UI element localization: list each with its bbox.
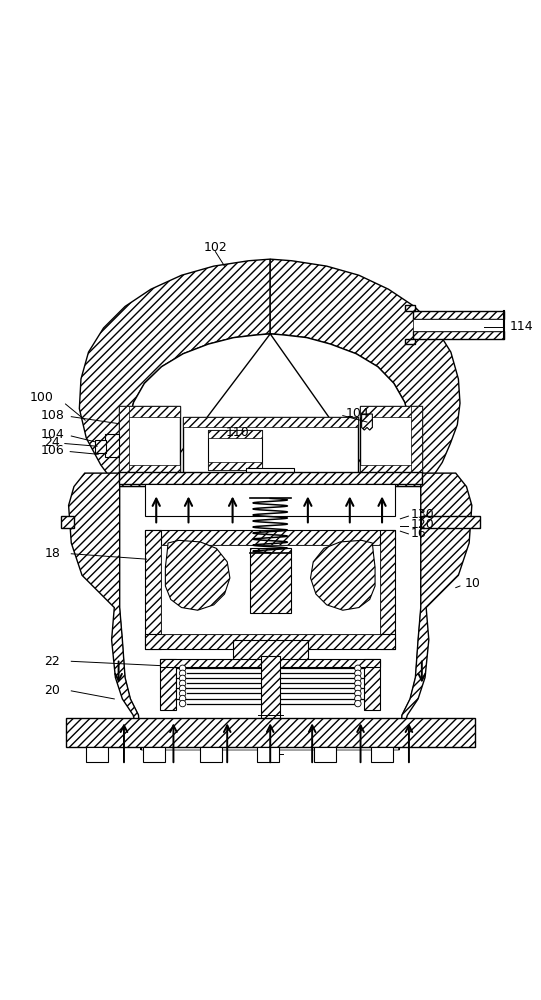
- Polygon shape: [399, 473, 472, 750]
- Bar: [61, 516, 74, 528]
- Polygon shape: [361, 414, 372, 430]
- Polygon shape: [118, 406, 129, 476]
- Text: 110: 110: [226, 426, 250, 439]
- Bar: [146, 484, 395, 516]
- Text: 130: 130: [411, 508, 435, 521]
- Polygon shape: [66, 718, 474, 747]
- Polygon shape: [160, 659, 176, 710]
- Polygon shape: [405, 339, 415, 344]
- Polygon shape: [413, 311, 504, 319]
- Text: 10: 10: [465, 577, 481, 590]
- Text: 108: 108: [41, 409, 64, 422]
- Polygon shape: [146, 530, 395, 545]
- Text: 22: 22: [44, 655, 61, 668]
- Circle shape: [355, 665, 361, 672]
- Circle shape: [355, 695, 361, 702]
- Polygon shape: [146, 634, 395, 649]
- Bar: [421, 516, 480, 528]
- Polygon shape: [183, 417, 358, 427]
- Bar: [360, 406, 422, 476]
- Circle shape: [180, 695, 186, 702]
- Bar: [208, 430, 262, 470]
- Polygon shape: [270, 259, 460, 487]
- Circle shape: [355, 700, 361, 707]
- Polygon shape: [411, 406, 422, 476]
- Polygon shape: [311, 540, 375, 610]
- Bar: [161, 545, 380, 634]
- Text: 100: 100: [30, 391, 54, 404]
- Text: 104: 104: [346, 407, 370, 420]
- Circle shape: [180, 700, 186, 707]
- Bar: [371, 747, 393, 762]
- Circle shape: [355, 675, 361, 682]
- Text: 120: 120: [411, 518, 435, 531]
- Bar: [118, 406, 181, 476]
- Polygon shape: [208, 430, 262, 438]
- Circle shape: [180, 670, 186, 677]
- Polygon shape: [160, 659, 380, 667]
- Polygon shape: [118, 406, 181, 417]
- Polygon shape: [80, 259, 270, 487]
- Polygon shape: [120, 473, 421, 750]
- Polygon shape: [380, 530, 395, 649]
- Circle shape: [180, 675, 186, 682]
- Circle shape: [355, 680, 361, 687]
- Text: 24: 24: [44, 436, 61, 449]
- Polygon shape: [413, 331, 504, 339]
- Bar: [200, 747, 222, 762]
- Bar: [183, 417, 358, 500]
- Text: 114: 114: [510, 320, 533, 333]
- Polygon shape: [360, 465, 422, 476]
- Polygon shape: [364, 659, 380, 710]
- Circle shape: [355, 690, 361, 697]
- Polygon shape: [129, 334, 410, 487]
- Bar: [261, 656, 280, 747]
- Text: 104: 104: [41, 428, 64, 441]
- Circle shape: [180, 680, 186, 687]
- Polygon shape: [183, 488, 358, 500]
- Polygon shape: [146, 530, 161, 649]
- Text: 102: 102: [203, 241, 227, 254]
- Circle shape: [355, 685, 361, 692]
- Bar: [413, 319, 504, 331]
- Polygon shape: [208, 462, 262, 470]
- Bar: [314, 747, 336, 762]
- Polygon shape: [69, 473, 141, 750]
- Bar: [87, 747, 108, 762]
- Circle shape: [180, 690, 186, 697]
- Polygon shape: [118, 465, 181, 476]
- Bar: [233, 640, 308, 661]
- Bar: [250, 548, 291, 613]
- Polygon shape: [166, 540, 230, 610]
- Polygon shape: [405, 305, 415, 311]
- Polygon shape: [104, 434, 118, 457]
- Polygon shape: [95, 440, 106, 453]
- Circle shape: [355, 670, 361, 677]
- Bar: [143, 747, 165, 762]
- Bar: [118, 472, 422, 484]
- Bar: [246, 468, 294, 476]
- Polygon shape: [360, 406, 422, 417]
- Bar: [258, 747, 279, 762]
- Text: 18: 18: [44, 547, 61, 560]
- Circle shape: [180, 685, 186, 692]
- Text: 106: 106: [41, 444, 64, 457]
- Text: 20: 20: [44, 684, 61, 697]
- Text: 16: 16: [411, 527, 427, 540]
- Circle shape: [180, 665, 186, 672]
